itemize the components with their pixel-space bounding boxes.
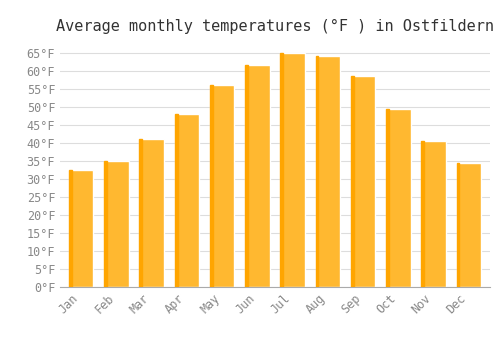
Bar	[245, 65, 248, 287]
Bar	[351, 76, 354, 287]
Bar	[210, 85, 234, 287]
Bar	[280, 53, 283, 287]
Title: Average monthly temperatures (°F ) in Ostfildern: Average monthly temperatures (°F ) in Os…	[56, 19, 494, 34]
Bar	[104, 161, 107, 287]
Bar	[69, 170, 72, 287]
Bar	[456, 163, 460, 287]
Bar	[456, 163, 481, 287]
Bar	[210, 85, 213, 287]
Bar	[316, 56, 340, 287]
Bar	[422, 141, 446, 287]
Bar	[386, 108, 410, 287]
Bar	[422, 141, 424, 287]
Bar	[245, 65, 270, 287]
Bar	[69, 170, 94, 287]
Bar	[386, 108, 389, 287]
Bar	[316, 56, 318, 287]
Bar	[174, 114, 199, 287]
Bar	[104, 161, 128, 287]
Bar	[140, 139, 164, 287]
Bar	[174, 114, 178, 287]
Bar	[351, 76, 376, 287]
Bar	[280, 53, 305, 287]
Bar	[140, 139, 142, 287]
